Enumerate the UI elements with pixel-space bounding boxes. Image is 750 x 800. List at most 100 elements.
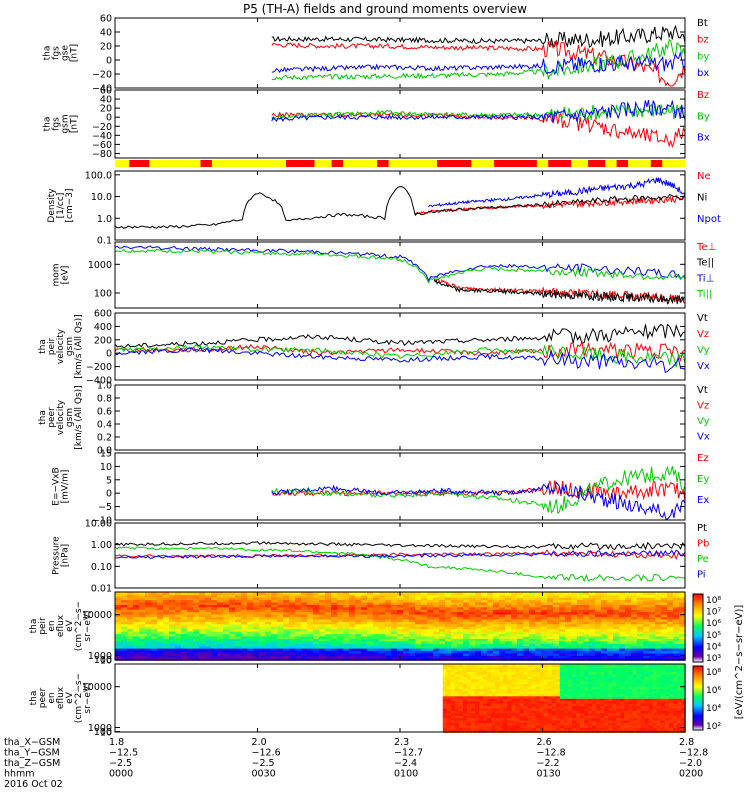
- panel-9-spectrogram-cell: [531, 685, 537, 690]
- panel-9-spectrogram-cell: [503, 666, 509, 670]
- panel-8-spectrogram-cell: [481, 596, 488, 601]
- panel-9-spectrogram-cell: [628, 695, 634, 699]
- panel-9-spectrogram-cell: [624, 681, 630, 685]
- panel-9-spectrogram-cell: [475, 683, 480, 687]
- panel-9-spectrogram-cell: [576, 729, 581, 733]
- panel-9-spectrogram-cell: [567, 678, 573, 682]
- panel-8-spectrogram-cell: [121, 613, 128, 618]
- panel-8-spectrogram-cell: [367, 657, 374, 661]
- panel-9-spectrogram-cell: [555, 722, 561, 726]
- panel-9-spectrogram-cell: [572, 693, 577, 697]
- panel-9-spectrogram-cell: [592, 678, 597, 682]
- panel-9-spectrogram-cell: [543, 673, 549, 677]
- panel-9-spectrogram-cell: [676, 668, 682, 673]
- panel-8-spectrogram-cell: [163, 650, 170, 654]
- panel-8-spectrogram-cell: [151, 616, 158, 620]
- panel-9-spectrogram-cell: [503, 693, 509, 697]
- panel-8-spectrogram-cell: [637, 635, 644, 639]
- panel-9-spectrogram-cell: [576, 666, 581, 670]
- panel-8-spectrogram-cell: [325, 606, 332, 610]
- panel-8-spectrogram-cell: [589, 638, 596, 642]
- panel-8-spectrogram-cell: [157, 606, 164, 610]
- panel-8-spectrogram-cell: [613, 609, 620, 613]
- panel-8-spectrogram-cell: [433, 657, 440, 661]
- panel-8-spectrogram-cell: [529, 652, 536, 656]
- panel-8-spectrogram-cell: [283, 640, 290, 644]
- panel-8-spectrogram-cell: [559, 626, 566, 630]
- panel-8-spectrogram-cell: [403, 623, 410, 627]
- panel-8-spectrogram-cell: [625, 643, 632, 647]
- panel-8-spectrogram-cell: [235, 606, 242, 610]
- panel-8-spectrogram-cell: [475, 601, 482, 605]
- panel-8-spectrogram-cell: [427, 640, 434, 644]
- panel-8-spectrogram-cell: [205, 652, 212, 656]
- panel-8-spectrogram-cell: [643, 594, 650, 598]
- panel-9-spectrogram-cell: [551, 717, 557, 721]
- panel-9-spectrogram-cell: [644, 719, 650, 724]
- panel-9-spectrogram-cell: [547, 695, 553, 699]
- mode-bar-segment: [286, 160, 315, 167]
- panel-8-spectrogram-cell: [625, 604, 632, 608]
- panel-8-spectrogram-cell: [457, 618, 464, 622]
- panel-9-spectrogram-cell: [555, 671, 561, 675]
- panel-9-spectrogram-cell: [600, 683, 605, 687]
- panel-8-spectrogram-cell: [235, 628, 242, 632]
- panel-8-spectrogram-cell: [265, 623, 272, 627]
- panel-9-spectrogram-cell: [458, 693, 464, 697]
- panel-9-spectrogram-cell: [507, 685, 513, 690]
- panel-9-spectrogram-cell: [588, 676, 593, 680]
- panel-8-spectrogram-cell: [253, 633, 260, 637]
- panel-9-spectrogram-cell: [620, 700, 626, 704]
- panel-8-spectrogram-cell: [667, 657, 674, 661]
- panel-8-spectrogram-cell: [223, 613, 230, 618]
- panel-9-spectrogram-cell: [507, 705, 513, 709]
- panel-8-spectrogram-cell: [175, 645, 182, 649]
- panel-8-spectrogram-cell: [361, 647, 368, 652]
- panel-8-spectrogram-cell: [655, 640, 662, 644]
- panel-8-spectrogram-cell: [565, 647, 572, 652]
- panel-8-spectrogram-cell: [499, 613, 506, 618]
- panel-9-spectrogram-cell: [450, 698, 456, 702]
- panel-8-spectrogram-cell: [253, 630, 260, 635]
- panel-9-spectrogram-cell: [442, 702, 448, 707]
- panel-9-spectrogram-cell: [462, 664, 468, 668]
- panel-8-spectrogram-cell: [517, 618, 524, 622]
- panel-8-spectrogram-cell: [379, 599, 386, 603]
- panel-8-spectrogram-cell: [649, 635, 656, 639]
- panel-8-spectrogram-cell: [475, 655, 482, 659]
- panel-9-spectrogram-cell: [572, 666, 577, 670]
- panel-9-spectrogram-cell: [507, 710, 513, 714]
- panel-8-spectrogram-cell: [451, 628, 458, 632]
- panel-8-spectrogram-cell: [385, 655, 392, 659]
- panel-9-spectrogram-cell: [612, 685, 618, 690]
- panel-8-spectrogram-cell: [247, 623, 254, 627]
- panel-8-spectrogram-cell: [655, 626, 662, 630]
- panel-8-spectrogram-cell: [529, 606, 536, 610]
- panel-9-spectrogram-cell: [499, 727, 505, 731]
- panel-8-spectrogram-cell: [625, 657, 632, 661]
- panel-8-spectrogram-cell: [157, 657, 164, 661]
- panel-9-spectrogram-cell: [491, 683, 496, 687]
- panel-9-spectrogram-cell: [600, 719, 605, 724]
- panel-8-spectrogram-cell: [553, 633, 560, 637]
- x-axis-row-value: −12.6: [252, 748, 281, 759]
- panel-8-spectrogram-cell: [643, 604, 650, 608]
- panel-9-spectrogram-cell: [531, 690, 537, 694]
- panel-8-spectrogram-cell: [391, 657, 398, 661]
- panel-8-spectrogram-cell: [175, 599, 182, 603]
- panel-8-spectrogram-cell: [265, 643, 272, 647]
- panel-8-spectrogram-cell: [601, 655, 608, 659]
- panel-8-spectrogram-cell: [229, 613, 236, 618]
- panel-8-spectrogram-cell: [187, 626, 194, 630]
- panel-9-spectrogram-cell: [483, 666, 488, 670]
- panel-8-spectrogram-cell: [151, 596, 158, 601]
- panel-9-spectrogram-cell: [523, 695, 529, 699]
- panel-9-spectrogram-cell: [584, 727, 589, 731]
- panel-9-spectrogram-cell: [479, 673, 484, 677]
- panel-8-spectrogram-cell: [439, 606, 446, 610]
- panel-9-spectrogram-cell: [636, 712, 642, 716]
- panel-8-spectrogram-cell: [469, 599, 476, 603]
- panel-8-spectrogram-cell: [601, 618, 608, 622]
- panel-9-spectrogram-cell: [527, 729, 533, 733]
- panel-8-spectrogram-cell: [637, 592, 644, 596]
